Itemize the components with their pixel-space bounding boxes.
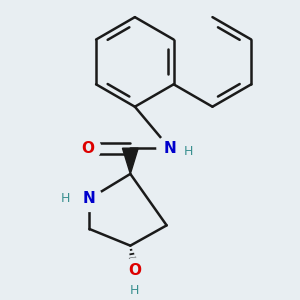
- Circle shape: [157, 136, 182, 161]
- Circle shape: [77, 186, 102, 212]
- Circle shape: [122, 258, 148, 284]
- Text: O: O: [128, 263, 141, 278]
- Text: N: N: [83, 191, 96, 206]
- Text: O: O: [82, 141, 94, 156]
- Text: H: H: [184, 145, 194, 158]
- Text: N: N: [163, 141, 176, 156]
- Text: H: H: [61, 192, 70, 205]
- Polygon shape: [122, 148, 138, 174]
- Text: H: H: [130, 284, 140, 297]
- Circle shape: [75, 136, 101, 161]
